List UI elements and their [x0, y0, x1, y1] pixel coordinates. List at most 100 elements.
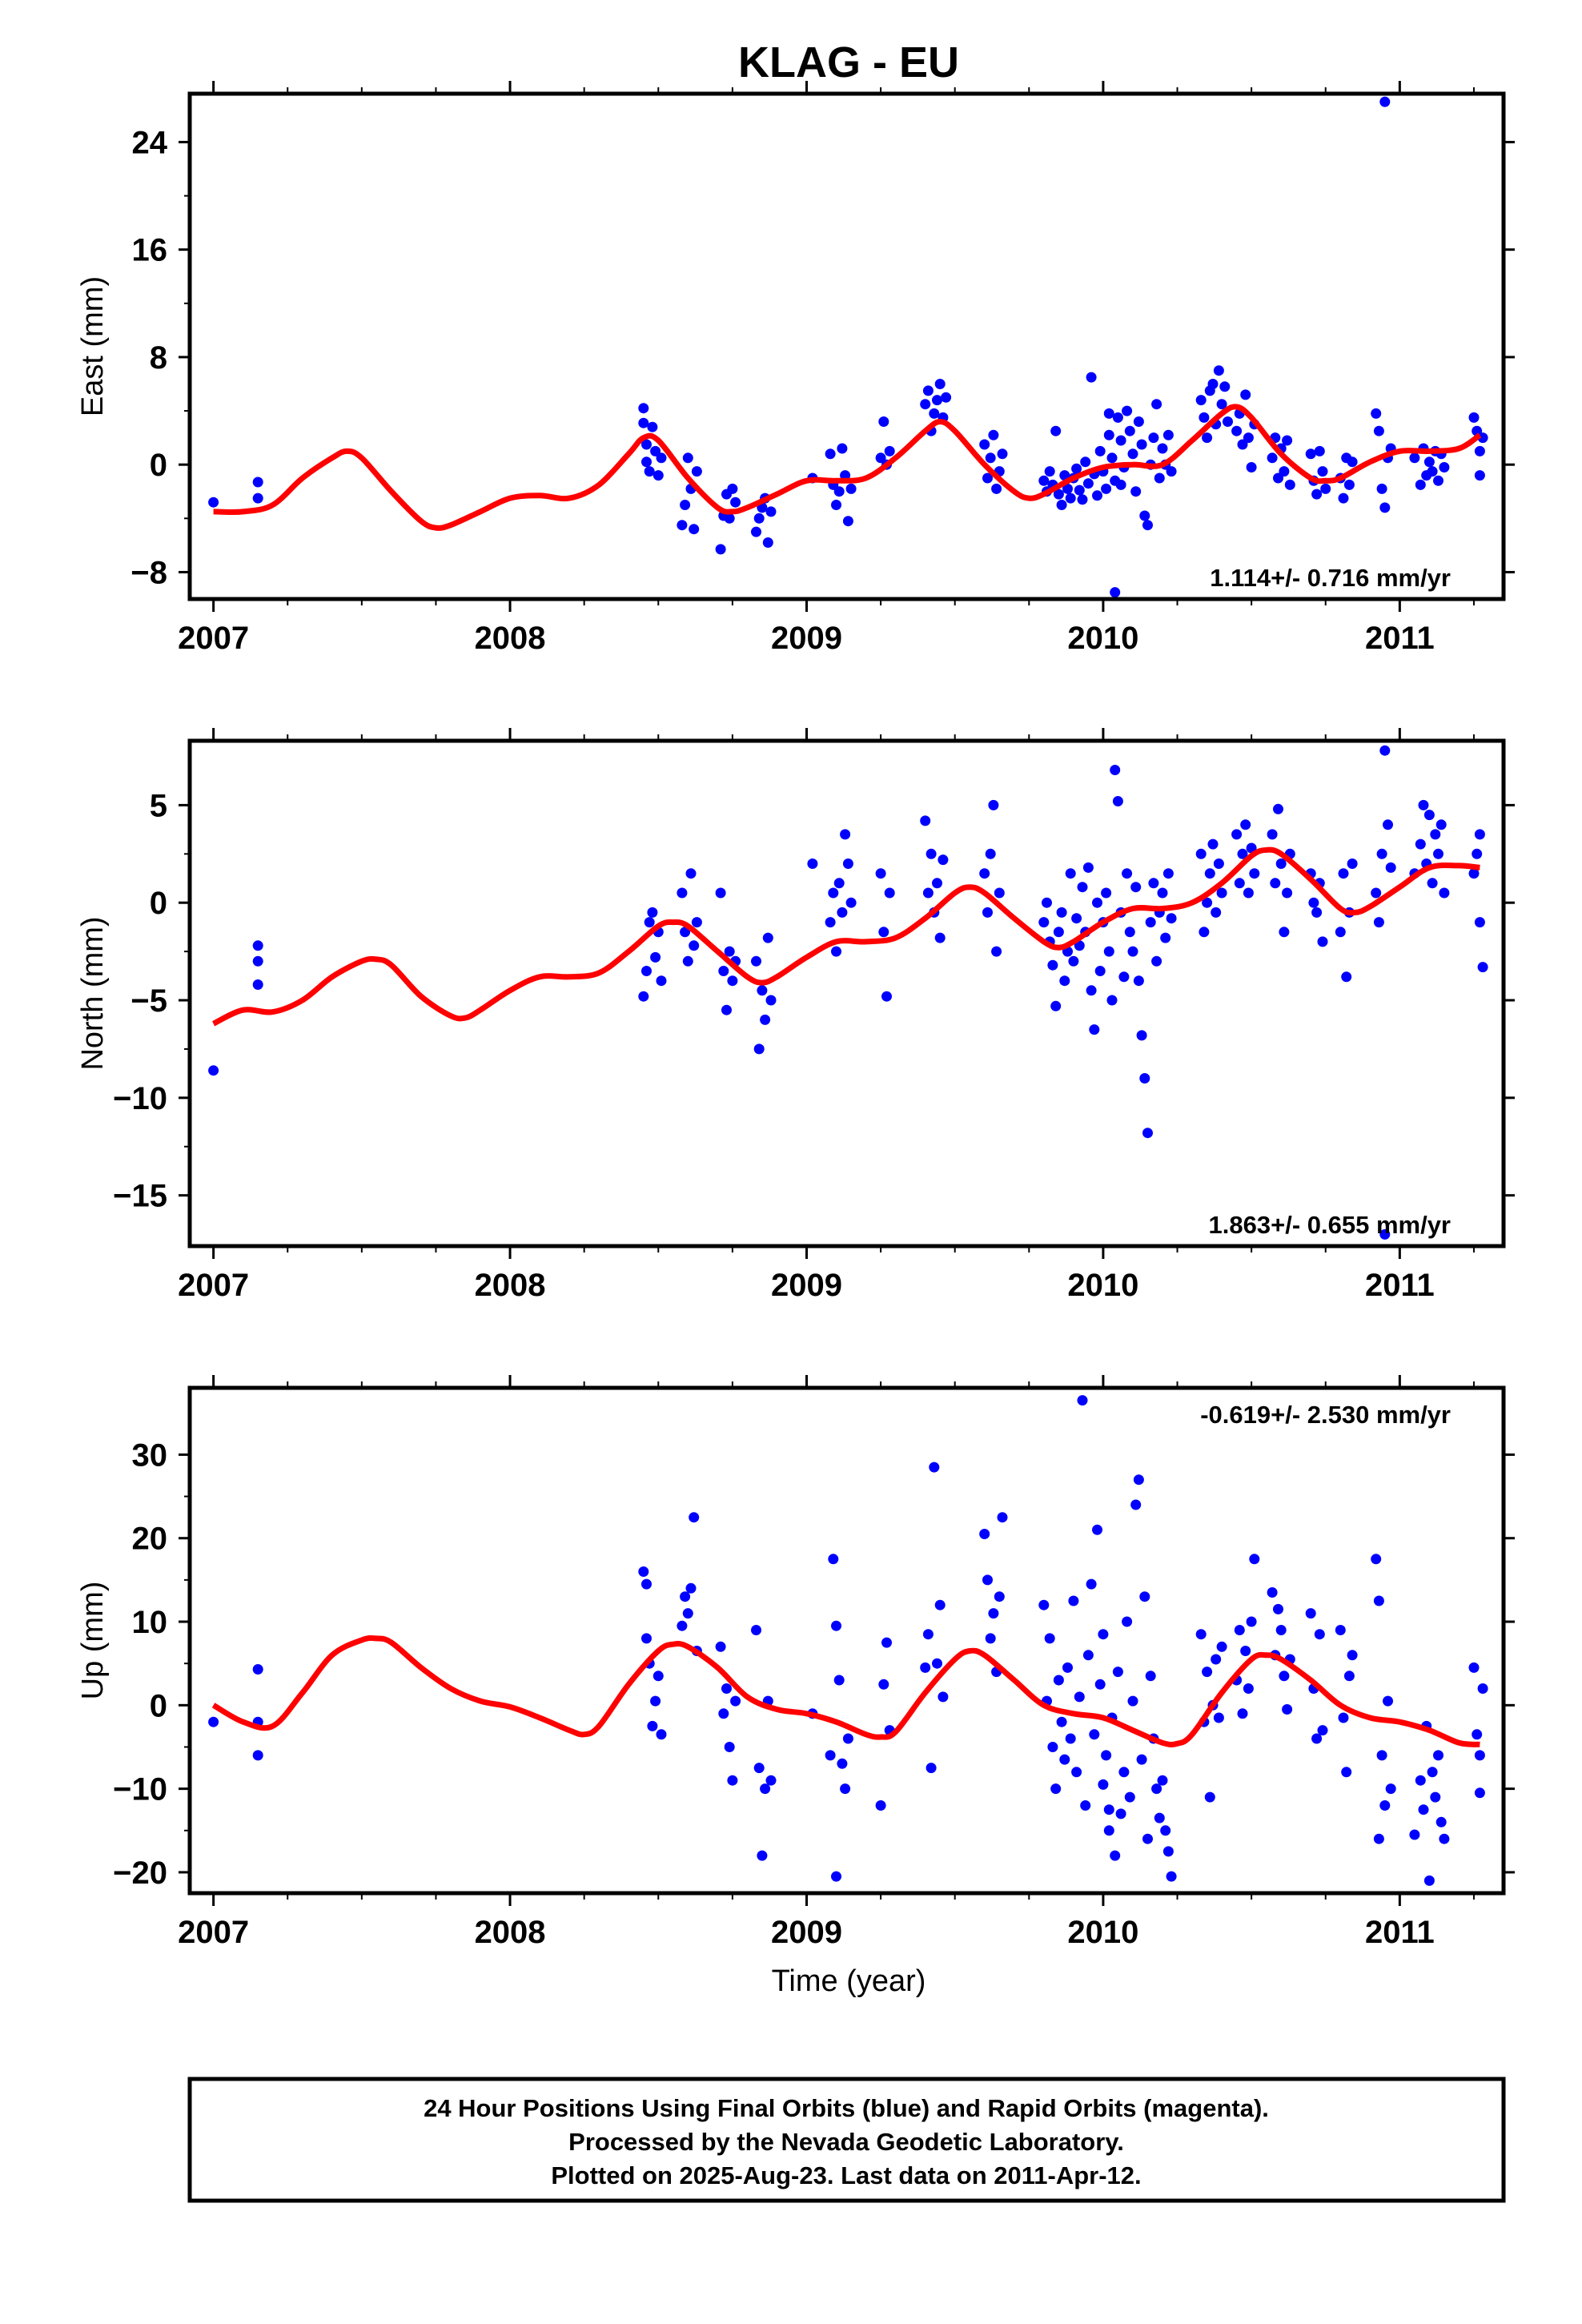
east-data-point [1154, 472, 1165, 484]
up-x-tick-label: 2011 [1365, 1915, 1435, 1950]
north-data-point [831, 946, 841, 957]
north-data-point [1145, 917, 1156, 928]
north-x-tick-label: 2009 [771, 1268, 842, 1303]
up-x-tick-label: 2008 [475, 1915, 546, 1950]
east-data-point [1282, 435, 1293, 446]
north-data-point [1243, 887, 1254, 899]
north-data-point [638, 991, 649, 1002]
up-data-point [1279, 1671, 1290, 1682]
north-data-point [1347, 858, 1358, 869]
east-data-point [1213, 365, 1224, 376]
up-data-point [1211, 1654, 1222, 1665]
north-data-point [1379, 1228, 1391, 1240]
north-data-point [1151, 955, 1162, 967]
up-data-point [979, 1529, 990, 1539]
east-data-point [1080, 456, 1091, 468]
north-data-point [1139, 1073, 1150, 1084]
north-data-point [715, 887, 726, 899]
north-data-point [1092, 897, 1102, 908]
up-data-point [1082, 1650, 1094, 1661]
north-data-point [689, 940, 700, 951]
up-data-point [1047, 1742, 1058, 1752]
east-data-point [1273, 472, 1283, 484]
north-data-point [1211, 907, 1222, 918]
east-data-point [1317, 466, 1328, 477]
north-data-point [1089, 1024, 1100, 1035]
north-data-point [1056, 907, 1067, 918]
east-data-point [1065, 493, 1076, 504]
north-data-point [807, 858, 818, 869]
north-data-point [1234, 878, 1245, 889]
north-data-point [1071, 913, 1082, 924]
north-fit-curve [212, 846, 1480, 1027]
east-data-point [1314, 445, 1325, 456]
east-data-point [1056, 500, 1067, 510]
north-data-point [926, 848, 937, 859]
east-data-point [1311, 489, 1323, 500]
north-data-point [979, 868, 990, 879]
east-data-point [1379, 502, 1391, 513]
east-x-tick-label: 2007 [178, 621, 249, 656]
up-data-point [1139, 1591, 1150, 1602]
north-data-point [920, 815, 931, 826]
up-fit-curve [211, 1634, 1480, 1747]
east-data-point [1110, 587, 1121, 598]
x-axis-label: Time (year) [772, 1964, 926, 1998]
up-data-point [680, 1591, 691, 1602]
north-data-point [1050, 1000, 1062, 1011]
east-data-point [1231, 425, 1243, 436]
up-data-point [1338, 1712, 1349, 1723]
up-data-point [1314, 1629, 1325, 1640]
east-data-point [1077, 494, 1088, 505]
north-data-point [1148, 878, 1159, 889]
east-panel: 24 16 8 0 −8 2007 2008 2009 2010 2011 East (mm) 1.1… [76, 81, 1515, 656]
north-data-point [884, 887, 895, 899]
up-data-point [1275, 1625, 1287, 1635]
up-data-point [1166, 1871, 1177, 1882]
up-data-point [1053, 1675, 1064, 1686]
north-data-point [1047, 959, 1058, 971]
up-data-point [208, 1716, 219, 1727]
north-y-axis-label: North (mm) [76, 916, 110, 1070]
up-data-point [1136, 1754, 1147, 1765]
east-data-point [932, 395, 942, 406]
east-data-point [1074, 485, 1085, 496]
east-data-point [691, 466, 702, 477]
up-data-point [1130, 1499, 1142, 1510]
north-data-point [1335, 927, 1346, 938]
up-data-point [715, 1641, 726, 1652]
up-data-point [252, 1750, 263, 1761]
north-data-point [1118, 971, 1130, 983]
east-data-point [1320, 483, 1331, 494]
east-data-point [208, 497, 219, 508]
east-data-point [1082, 478, 1094, 489]
up-x-tick-label: 2010 [1067, 1915, 1138, 1950]
up-data-point [985, 1633, 996, 1644]
north-data-point [1472, 848, 1483, 859]
east-y-tick-label: 8 [150, 340, 167, 376]
east-data-point [252, 493, 263, 504]
north-data-point [1282, 887, 1293, 899]
east-y-tick-label: −8 [130, 555, 167, 590]
up-data-point [938, 1691, 949, 1703]
north-data-point [1068, 955, 1079, 967]
east-x-tick-label: 2009 [771, 621, 842, 656]
up-data-point [638, 1566, 649, 1577]
north-data-point [656, 975, 667, 987]
east-data-point [1373, 425, 1384, 436]
up-data-point [932, 1658, 942, 1669]
north-data-point [825, 917, 836, 928]
up-data-point [1477, 1683, 1488, 1694]
north-data-point [1077, 882, 1088, 893]
north-velocity-label: 1.863+/- 0.655 mm/yr [1209, 1211, 1451, 1239]
north-data-point [1112, 796, 1123, 806]
up-data-point [1092, 1524, 1102, 1535]
north-data-point [1427, 878, 1438, 889]
east-data-point [1139, 510, 1150, 521]
up-data-point [1240, 1646, 1251, 1656]
north-data-point [1423, 810, 1435, 821]
north-data-point [1110, 765, 1121, 775]
north-data-point [1103, 946, 1114, 957]
north-data-point [934, 932, 946, 943]
